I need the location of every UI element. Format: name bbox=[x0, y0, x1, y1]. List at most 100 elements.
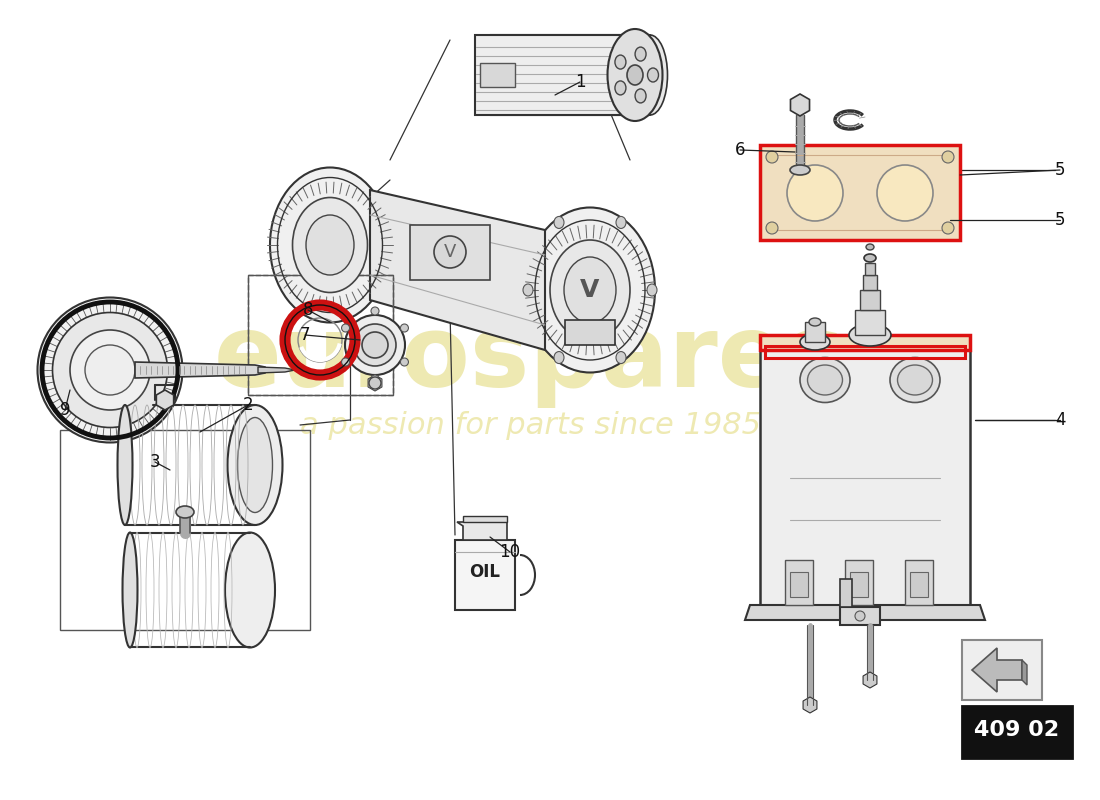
Text: eurospares: eurospares bbox=[213, 311, 846, 409]
Text: 5: 5 bbox=[1055, 211, 1065, 229]
Ellipse shape bbox=[118, 405, 132, 525]
Ellipse shape bbox=[898, 365, 933, 395]
Circle shape bbox=[400, 358, 408, 366]
Text: 3: 3 bbox=[150, 453, 161, 471]
Ellipse shape bbox=[226, 533, 275, 647]
Text: 8: 8 bbox=[302, 301, 313, 319]
Circle shape bbox=[342, 324, 350, 332]
Ellipse shape bbox=[632, 35, 668, 115]
Circle shape bbox=[342, 358, 350, 366]
Ellipse shape bbox=[554, 351, 564, 363]
Bar bbox=[760, 145, 960, 240]
Circle shape bbox=[400, 324, 408, 332]
Bar bbox=[860, 290, 880, 310]
Text: 4: 4 bbox=[1055, 411, 1065, 429]
Ellipse shape bbox=[270, 167, 390, 322]
Bar bbox=[410, 225, 490, 280]
Ellipse shape bbox=[293, 198, 367, 293]
Text: 1: 1 bbox=[574, 73, 585, 91]
Ellipse shape bbox=[807, 365, 843, 395]
Bar bbox=[248, 275, 393, 395]
Ellipse shape bbox=[70, 330, 150, 410]
Bar bbox=[764, 346, 965, 358]
Bar bbox=[865, 263, 874, 275]
Ellipse shape bbox=[849, 324, 891, 346]
Ellipse shape bbox=[648, 68, 659, 82]
Ellipse shape bbox=[615, 55, 626, 69]
Ellipse shape bbox=[238, 418, 273, 513]
Text: OIL: OIL bbox=[470, 563, 500, 581]
Ellipse shape bbox=[434, 236, 466, 268]
Ellipse shape bbox=[345, 315, 405, 375]
Circle shape bbox=[371, 375, 380, 383]
Ellipse shape bbox=[890, 358, 940, 402]
Circle shape bbox=[368, 377, 381, 389]
Ellipse shape bbox=[554, 217, 564, 229]
Circle shape bbox=[942, 151, 954, 163]
Bar bbox=[855, 310, 886, 335]
Ellipse shape bbox=[616, 351, 626, 363]
Bar bbox=[475, 35, 635, 115]
Circle shape bbox=[942, 222, 954, 234]
Ellipse shape bbox=[627, 65, 644, 85]
Ellipse shape bbox=[122, 533, 138, 647]
Ellipse shape bbox=[866, 244, 874, 250]
Circle shape bbox=[371, 307, 380, 315]
Polygon shape bbox=[791, 94, 810, 116]
Bar bbox=[790, 572, 808, 597]
Bar bbox=[962, 706, 1072, 758]
Bar bbox=[962, 640, 1042, 700]
Ellipse shape bbox=[228, 405, 283, 525]
Bar bbox=[840, 579, 852, 607]
Text: 5: 5 bbox=[1055, 161, 1065, 179]
Ellipse shape bbox=[790, 165, 810, 175]
Bar bbox=[760, 350, 970, 605]
Ellipse shape bbox=[522, 284, 534, 296]
Text: 409 02: 409 02 bbox=[975, 720, 1059, 740]
Polygon shape bbox=[745, 605, 984, 620]
Text: 9: 9 bbox=[59, 401, 70, 419]
Bar bbox=[850, 572, 868, 597]
Ellipse shape bbox=[607, 29, 662, 121]
Ellipse shape bbox=[37, 298, 183, 442]
Ellipse shape bbox=[176, 506, 194, 518]
Ellipse shape bbox=[864, 254, 876, 262]
Bar bbox=[60, 430, 310, 630]
Circle shape bbox=[766, 151, 778, 163]
Polygon shape bbox=[368, 375, 382, 391]
Ellipse shape bbox=[808, 318, 821, 326]
Text: V: V bbox=[443, 243, 456, 261]
Ellipse shape bbox=[615, 81, 626, 95]
Ellipse shape bbox=[306, 215, 354, 275]
Circle shape bbox=[855, 611, 865, 621]
Ellipse shape bbox=[616, 217, 626, 229]
Polygon shape bbox=[803, 697, 817, 713]
Ellipse shape bbox=[635, 89, 646, 103]
Ellipse shape bbox=[85, 345, 135, 395]
Bar bbox=[905, 560, 933, 605]
Circle shape bbox=[877, 165, 933, 221]
Ellipse shape bbox=[564, 257, 616, 323]
Ellipse shape bbox=[800, 334, 830, 350]
Bar bbox=[480, 63, 515, 87]
Circle shape bbox=[786, 165, 843, 221]
Bar bbox=[455, 540, 515, 610]
Polygon shape bbox=[370, 190, 544, 350]
Ellipse shape bbox=[800, 358, 850, 402]
Polygon shape bbox=[1022, 660, 1027, 685]
Ellipse shape bbox=[647, 284, 657, 296]
Text: 10: 10 bbox=[499, 543, 520, 561]
Ellipse shape bbox=[362, 332, 388, 358]
Bar bbox=[463, 516, 507, 522]
Bar bbox=[864, 275, 877, 290]
Bar bbox=[565, 320, 615, 345]
Text: a passion for parts since 1985: a passion for parts since 1985 bbox=[299, 410, 760, 439]
Ellipse shape bbox=[525, 207, 654, 373]
Polygon shape bbox=[456, 522, 507, 540]
Ellipse shape bbox=[354, 324, 396, 366]
Bar bbox=[910, 572, 928, 597]
Bar bbox=[785, 560, 813, 605]
Bar bbox=[805, 322, 825, 342]
Bar bbox=[760, 335, 970, 350]
Bar bbox=[248, 275, 393, 395]
